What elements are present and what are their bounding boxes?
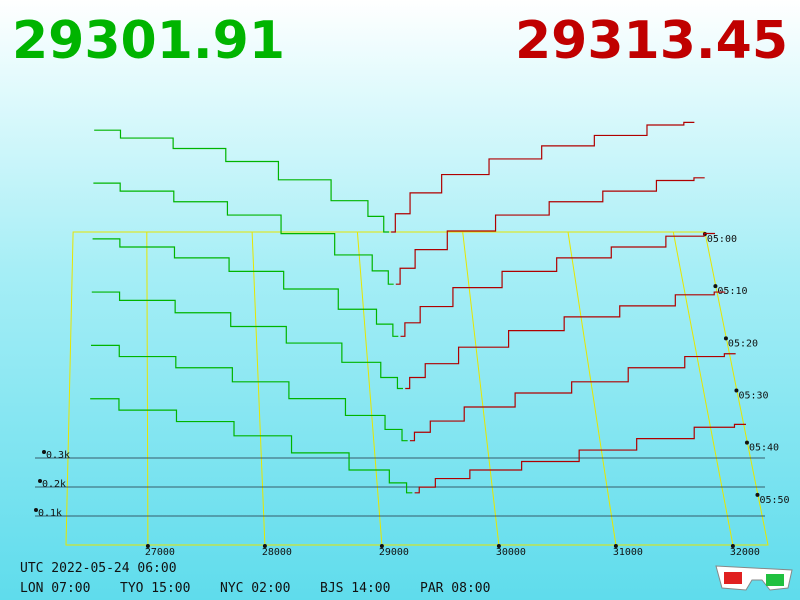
glasses-lens-green: [766, 574, 784, 586]
time-tick-label: 05:10: [717, 286, 747, 297]
glasses-icon: [715, 565, 793, 591]
time-tick-dot: [744, 440, 749, 445]
ask-depth-line: [395, 177, 705, 285]
city-clock: TYO 15:00: [120, 581, 190, 596]
ask-depth-line: [405, 291, 726, 390]
floor-grid-line: [356, 231, 383, 546]
floor-frame: [65, 231, 769, 546]
time-tick-dot: [734, 388, 739, 393]
time-tick-label: 05:20: [728, 338, 758, 349]
x-tick-dot: [730, 544, 735, 548]
x-tick-dot: [613, 544, 618, 548]
x-tick-label: 31000: [613, 547, 643, 558]
bid-depth-line: [94, 129, 389, 233]
bid-depth-line: [90, 344, 408, 442]
city-clock: PAR 08:00: [420, 581, 490, 596]
x-tick-label: 32000: [730, 547, 760, 558]
floor-grid-line: [251, 231, 266, 546]
y-tick-dot: [34, 508, 38, 512]
bid-depth-line: [90, 398, 413, 494]
x-tick-label: 27000: [145, 547, 175, 558]
bid-depth-line: [91, 291, 403, 390]
city-clock: BJS 14:00: [320, 581, 390, 596]
y-tick-label: 0.2k: [42, 479, 66, 490]
time-tick-dot: [723, 336, 728, 341]
ask-price: 29313.45: [515, 11, 788, 71]
floor-grid-line: [462, 231, 500, 546]
x-tick-label: 29000: [379, 547, 409, 558]
bid-depth-line: [92, 238, 399, 337]
time-tick-label: 05:30: [738, 391, 768, 402]
time-tick-label: 05:50: [759, 495, 789, 506]
bid-depth-line: [93, 182, 394, 285]
city-clock: NYC 02:00: [220, 581, 290, 596]
y-tick-dot: [42, 450, 46, 454]
floor-grid-line: [146, 231, 149, 546]
city-clock: LON 07:00: [20, 581, 90, 596]
x-tick-label: 28000: [262, 547, 292, 558]
glasses-lens-red: [724, 572, 742, 584]
ask-depth-line: [409, 353, 736, 442]
floor-grid-line: [567, 231, 617, 546]
x-tick-label: 30000: [496, 547, 526, 558]
x-tick-dot: [262, 544, 267, 548]
x-tick-dot: [145, 544, 150, 548]
plot: 27000 28000 29000 30000 31000 32000 0.1k 0.2k 0.…: [34, 121, 790, 558]
utc-time: UTC 2022-05-24 06:00: [20, 561, 177, 576]
y-tick-label: 0.3k: [46, 450, 70, 461]
ask-depth-line: [391, 121, 695, 233]
y-tick-label: 0.1k: [38, 508, 62, 519]
time-tick-label: 05:40: [749, 443, 779, 454]
bid-price: 29301.91: [12, 11, 285, 71]
time-tick-dot: [713, 284, 718, 289]
ask-depth-line: [400, 232, 716, 337]
y-tick-dot: [38, 479, 42, 483]
floor-grid-line: [672, 231, 734, 546]
ask-depth-line: [414, 423, 746, 494]
time-tick-dot: [755, 492, 760, 497]
x-tick-dot: [496, 544, 501, 548]
time-tick-label: 05:00: [707, 234, 737, 245]
x-tick-dot: [379, 544, 384, 548]
